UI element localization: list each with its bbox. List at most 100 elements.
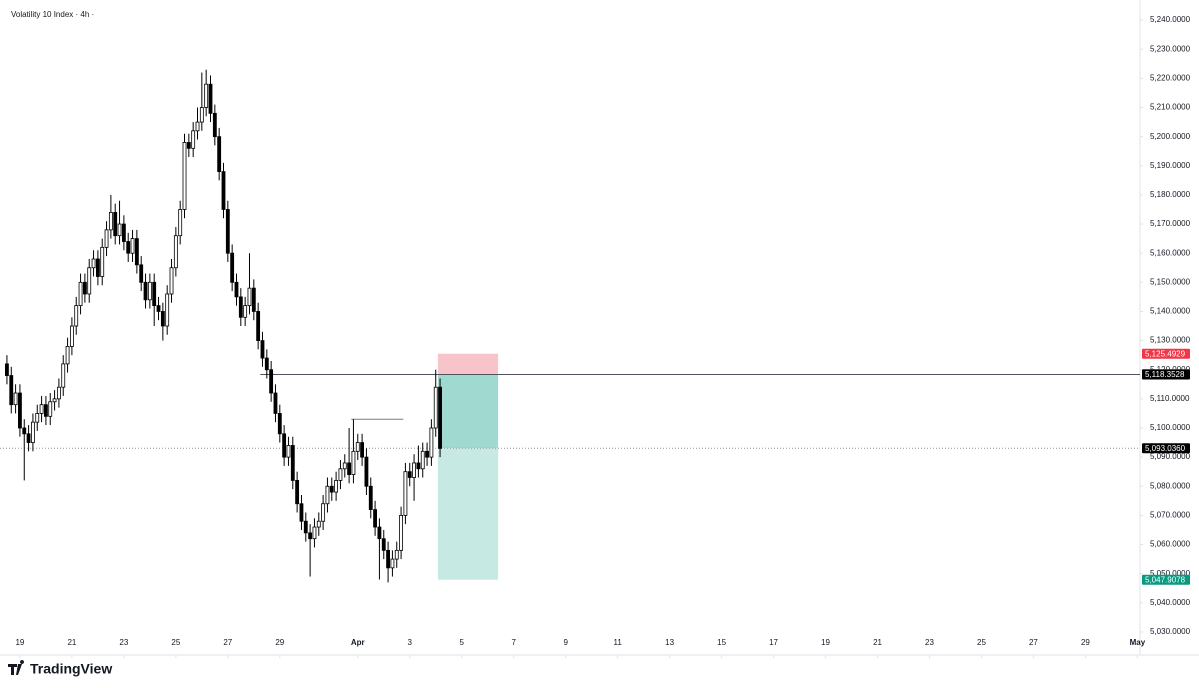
candle-body xyxy=(347,462,352,476)
x-tick-label: 23 xyxy=(925,638,934,647)
x-tick-label: 15 xyxy=(717,638,726,647)
candle-body xyxy=(295,480,300,505)
candle-body xyxy=(22,427,27,435)
candle-body xyxy=(251,287,256,312)
candle-body xyxy=(303,520,308,534)
candle-body xyxy=(113,211,118,237)
candle-body xyxy=(412,462,416,478)
candle-body xyxy=(351,450,356,476)
y-tick-label: 5,140.0000 xyxy=(1150,307,1191,316)
candle-body xyxy=(325,485,330,505)
y-tick-label: 5,040.0000 xyxy=(1150,598,1191,607)
candle-body xyxy=(152,281,157,307)
candle-body xyxy=(100,246,105,277)
y-tick-label: 5,240.0000 xyxy=(1150,15,1191,24)
candle-body xyxy=(108,211,113,231)
candle-body xyxy=(69,325,74,347)
candle-body xyxy=(121,223,126,242)
candle-body xyxy=(386,549,391,569)
candle-body xyxy=(31,421,35,443)
y-tick-label: 5,220.0000 xyxy=(1150,73,1191,82)
candle-body xyxy=(74,305,79,327)
candle-body xyxy=(394,549,399,560)
candle-body xyxy=(364,456,369,487)
candle-body xyxy=(208,83,213,114)
x-tick-label: 27 xyxy=(223,638,232,647)
candle-body xyxy=(420,450,425,470)
candle-body xyxy=(334,480,339,493)
price-label: 5,125.4929 xyxy=(1145,349,1186,358)
candle-body xyxy=(230,252,235,283)
x-tick-label: 19 xyxy=(15,638,24,647)
candle-body xyxy=(139,264,144,283)
candle-body xyxy=(104,229,109,248)
candle-body xyxy=(308,532,313,540)
candle-body xyxy=(130,238,135,254)
candle-body xyxy=(165,293,170,327)
x-tick-label: 21 xyxy=(873,638,882,647)
candle-body xyxy=(182,142,187,210)
candle-body xyxy=(260,340,265,359)
x-tick-label: 3 xyxy=(408,638,413,647)
candle-body xyxy=(87,267,92,295)
candle-body xyxy=(212,112,217,138)
candle-body xyxy=(403,471,408,516)
y-tick-label: 5,200.0000 xyxy=(1150,132,1191,141)
y-tick-label: 5,170.0000 xyxy=(1150,219,1191,228)
y-tick-label: 5,050.0000 xyxy=(1150,569,1191,578)
candle-body xyxy=(39,404,44,414)
candle-body xyxy=(299,503,304,522)
candle-body xyxy=(269,369,274,394)
candle-body xyxy=(221,171,226,210)
candle-body xyxy=(282,433,287,458)
x-tick-label: 29 xyxy=(275,638,284,647)
candle-body xyxy=(126,241,131,254)
candle-body xyxy=(342,462,347,470)
candle-body xyxy=(78,281,83,307)
profit-zone xyxy=(437,374,499,449)
candle-body xyxy=(9,375,14,406)
y-tick-label: 5,030.0000 xyxy=(1150,627,1191,636)
candle-body xyxy=(290,445,295,481)
candle-body xyxy=(173,235,178,269)
x-tick-label: Apr xyxy=(351,638,365,647)
y-tick-label: 5,060.0000 xyxy=(1150,540,1191,549)
candle-body xyxy=(178,209,183,237)
candle-body xyxy=(217,136,222,173)
candle-body xyxy=(234,281,239,298)
candle-body xyxy=(373,509,378,528)
price-label: 5,047.9078 xyxy=(1145,575,1186,584)
candle-body xyxy=(316,520,321,528)
candle-body xyxy=(48,401,53,417)
candle-body xyxy=(433,386,438,429)
x-tick-label: 25 xyxy=(171,638,180,647)
y-tick-label: 5,110.0000 xyxy=(1150,394,1190,403)
candle-body xyxy=(147,281,152,301)
y-tick-label: 5,190.0000 xyxy=(1150,161,1191,170)
candle-body xyxy=(368,485,373,510)
candle-body xyxy=(256,311,261,341)
candle-body xyxy=(429,427,434,458)
candle-body xyxy=(425,450,429,458)
x-tick-label: 13 xyxy=(665,638,674,647)
candle-body xyxy=(56,386,61,400)
x-tick-label: 9 xyxy=(563,638,568,647)
candle-body xyxy=(169,267,174,295)
candle-body xyxy=(286,445,291,458)
candle-body xyxy=(360,442,365,458)
y-tick-label: 5,160.0000 xyxy=(1150,248,1191,257)
candle-body xyxy=(117,223,122,237)
candle-body xyxy=(338,468,343,481)
candle-body xyxy=(95,258,100,277)
x-tick-label: 21 xyxy=(67,638,76,647)
y-tick-label: 5,080.0000 xyxy=(1150,481,1191,490)
y-tick-label: 5,210.0000 xyxy=(1150,103,1191,112)
candle-body xyxy=(143,281,148,301)
x-tick-label: 25 xyxy=(977,638,986,647)
candle-body xyxy=(355,442,360,452)
candle-body xyxy=(329,485,334,493)
x-tick-label: 27 xyxy=(1029,638,1038,647)
price-label-box xyxy=(1142,369,1190,380)
candle-body xyxy=(195,121,200,132)
